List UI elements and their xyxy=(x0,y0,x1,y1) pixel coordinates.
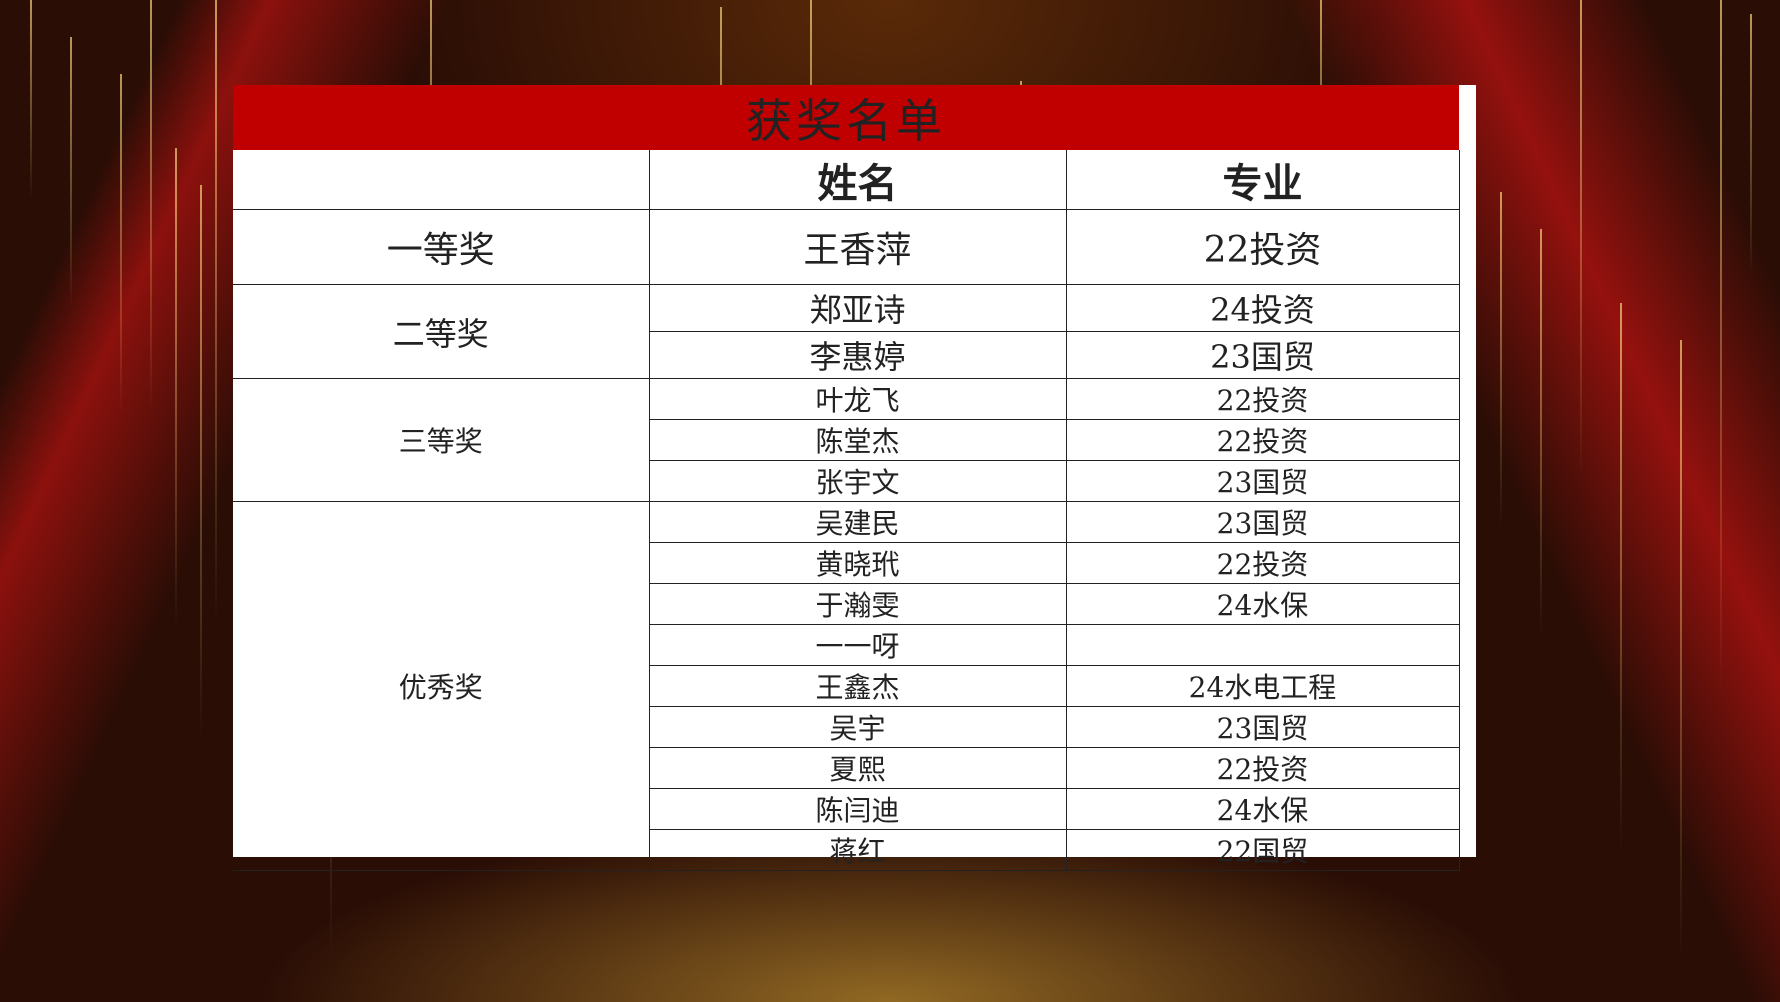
student-major: 22投资 xyxy=(1065,378,1460,420)
student-major: 24水电工程 xyxy=(1065,665,1460,707)
award-level: 一等奖 xyxy=(233,209,650,285)
table-row: 优秀奖 吴建民 23国贸 xyxy=(233,501,1460,871)
student-name: 王鑫杰 xyxy=(648,665,1067,707)
light-streak xyxy=(175,148,177,632)
student-name: 王香萍 xyxy=(648,209,1067,285)
light-streak xyxy=(1720,0,1722,691)
award-level: 优秀奖 xyxy=(233,501,650,871)
student-major: 24投资 xyxy=(1065,284,1460,332)
student-name: 夏熙 xyxy=(648,747,1067,789)
table-row: 王鑫杰 24水电工程 xyxy=(233,665,1460,707)
table-row: 二等奖 郑亚诗 24投资 xyxy=(233,284,1460,379)
award-level: 二等奖 xyxy=(233,284,650,379)
student-name: 李惠婷 xyxy=(648,331,1067,379)
light-streak xyxy=(1680,340,1682,960)
student-major: 24水保 xyxy=(1065,788,1460,830)
student-major: 24水保 xyxy=(1065,583,1460,625)
light-streak xyxy=(1540,229,1542,636)
student-major: 22国贸 xyxy=(1065,829,1460,871)
table-row: 吴宇 23国贸 xyxy=(233,706,1460,748)
student-major: 23国贸 xyxy=(1065,501,1460,543)
table-row: 李惠婷 23国贸 xyxy=(233,331,1460,379)
award-table: 姓名 专业 一等奖 王香萍 22投资 二等奖 郑亚诗 24投资 李惠婷 23国贸 三等奖 叶龙飞 2… xyxy=(233,150,1460,871)
student-major: 22投资 xyxy=(1065,747,1460,789)
student-name: 张宇文 xyxy=(648,460,1067,502)
student-name: 一一呀 xyxy=(648,624,1067,666)
light-streak xyxy=(70,37,72,308)
student-major: 23国贸 xyxy=(1065,460,1460,502)
light-streak xyxy=(1580,0,1582,478)
page-title: 获奖名单 xyxy=(233,85,1459,150)
table-row: 一等奖 王香萍 22投资 xyxy=(233,209,1460,285)
light-streak xyxy=(150,0,152,413)
award-level: 三等奖 xyxy=(233,378,650,502)
table-row: 黄晓玳 22投资 xyxy=(233,542,1460,584)
student-major: 22投资 xyxy=(1065,419,1460,461)
table-row: 夏熙 22投资 xyxy=(233,747,1460,789)
table-row: 一一呀 xyxy=(233,624,1460,666)
student-name: 陈堂杰 xyxy=(648,419,1067,461)
light-streak xyxy=(30,0,32,200)
student-major: 22投资 xyxy=(1065,542,1460,584)
header-major: 专业 xyxy=(1065,150,1460,210)
student-name: 黄晓玳 xyxy=(648,542,1067,584)
student-name: 于瀚雯 xyxy=(648,583,1067,625)
student-name: 陈闫迪 xyxy=(648,788,1067,830)
table-row: 蒋红 22国贸 xyxy=(233,829,1460,871)
light-streak xyxy=(215,0,217,626)
student-name: 吴宇 xyxy=(648,706,1067,748)
header-name: 姓名 xyxy=(648,150,1067,210)
light-streak xyxy=(120,74,122,416)
student-name: 蒋红 xyxy=(648,829,1067,871)
student-major xyxy=(1065,624,1460,666)
student-major: 22投资 xyxy=(1065,209,1460,285)
header-award xyxy=(233,150,650,210)
student-name: 吴建民 xyxy=(648,501,1067,543)
light-streak xyxy=(200,185,202,740)
light-streak xyxy=(1500,192,1502,528)
header-row: 姓名 专业 xyxy=(233,150,1460,210)
student-major: 23国贸 xyxy=(1065,331,1460,379)
light-streak xyxy=(1620,303,1622,852)
light-streak xyxy=(1750,14,1752,276)
student-name: 叶龙飞 xyxy=(648,378,1067,420)
student-major: 23国贸 xyxy=(1065,706,1460,748)
student-name: 郑亚诗 xyxy=(648,284,1067,332)
table-row: 三等奖 叶龙飞 22投资 xyxy=(233,378,1460,502)
